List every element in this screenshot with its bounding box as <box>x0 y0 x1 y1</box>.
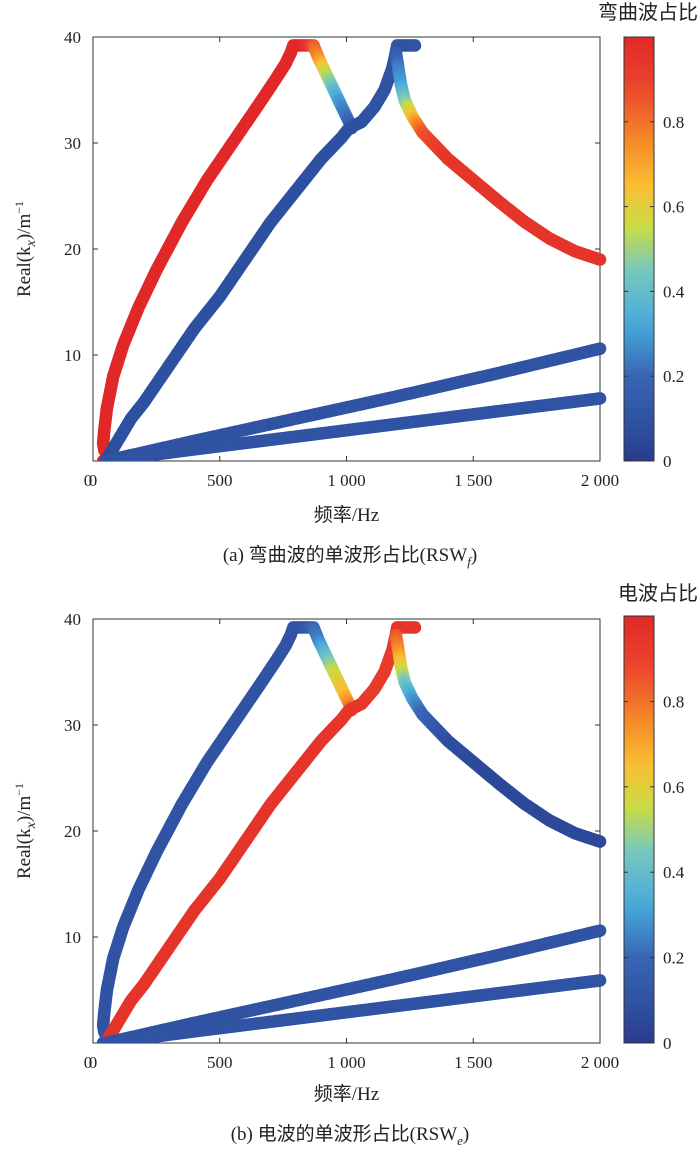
data-point <box>593 342 607 355</box>
x-tick-label: 1 000 <box>327 471 365 490</box>
y-tick-label: 30 <box>64 716 81 735</box>
colorbar-tick-label: 0.4 <box>663 282 685 301</box>
colorbar-tick-label: 0 <box>663 452 672 471</box>
colorbar-title: 弯曲波占比 <box>598 1 698 24</box>
colorbar-tick-label: 0.2 <box>663 367 684 386</box>
chart-panel-a: 0 500 1 000 1 500 2 000 10 20 30 40 0 频率/Hz Real(kx… <box>12 1 698 569</box>
series-3 <box>389 628 607 848</box>
chart-panel-b: 0 500 1 000 1 500 2 000 10 20 30 40 0 频率/Hz Real(kx… <box>12 582 698 1148</box>
y-tick-label: 10 <box>64 928 81 947</box>
figure-caption: (a) 弯曲波的单波形占比(RSWf) <box>223 544 477 569</box>
x-tick-label: 2 000 <box>581 1053 619 1072</box>
y-tick-label: 10 <box>64 346 81 365</box>
y-tick-label: 20 <box>64 240 81 259</box>
x-tick-label: 500 <box>207 471 233 490</box>
data-layer <box>96 621 607 1043</box>
x-tick-label: 500 <box>207 1053 233 1072</box>
data-point <box>593 392 607 405</box>
colorbar-tick-label: 0.6 <box>663 778 684 797</box>
colorbar-tick-label: 0 <box>663 1034 672 1053</box>
colorbar-tick-label: 0.8 <box>663 113 684 132</box>
origin-label: 0 <box>84 1053 93 1072</box>
y-tick-label: 30 <box>64 134 81 153</box>
data-point <box>593 974 607 987</box>
data-point <box>593 835 607 848</box>
colorbar-title: 电波占比 <box>618 582 698 605</box>
y-axis-label: Real(kx)/m−1 <box>12 783 39 879</box>
colorbar-tick-label: 0.4 <box>663 863 685 882</box>
x-tick-label: 1 000 <box>327 1053 365 1072</box>
data-point <box>408 621 422 634</box>
x-tick-label: 0 <box>89 471 98 490</box>
x-tick-label: 0 <box>89 1053 98 1072</box>
x-tick-label: 1 500 <box>454 1053 492 1072</box>
figure-caption: (b) 电波的单波形占比(RSWe) <box>231 1123 470 1148</box>
x-tick-label: 1 500 <box>454 471 492 490</box>
y-tick-label: 40 <box>64 610 81 629</box>
y-tick-label: 40 <box>64 28 81 47</box>
origin-label: 0 <box>84 471 93 490</box>
data-point <box>593 924 607 937</box>
x-axis-label: 频率/Hz <box>314 504 379 526</box>
colorbar <box>623 615 655 1044</box>
colorbar-tick-label: 0.2 <box>663 949 684 968</box>
y-axis-label: Real(kx)/m−1 <box>12 201 39 297</box>
colorbar-tick-label: 0.8 <box>663 692 684 711</box>
data-point <box>593 253 607 266</box>
series-3 <box>389 46 607 266</box>
colorbar-tick-label: 0.6 <box>663 198 684 217</box>
x-axis-label: 频率/Hz <box>314 1083 379 1105</box>
x-tick-label: 2 000 <box>581 471 619 490</box>
data-layer <box>96 39 607 461</box>
series-5 <box>99 392 607 461</box>
series-5 <box>99 974 607 1043</box>
series-1 <box>96 621 358 1043</box>
y-tick-label: 20 <box>64 822 81 841</box>
data-point <box>408 39 422 52</box>
colorbar <box>623 36 655 462</box>
